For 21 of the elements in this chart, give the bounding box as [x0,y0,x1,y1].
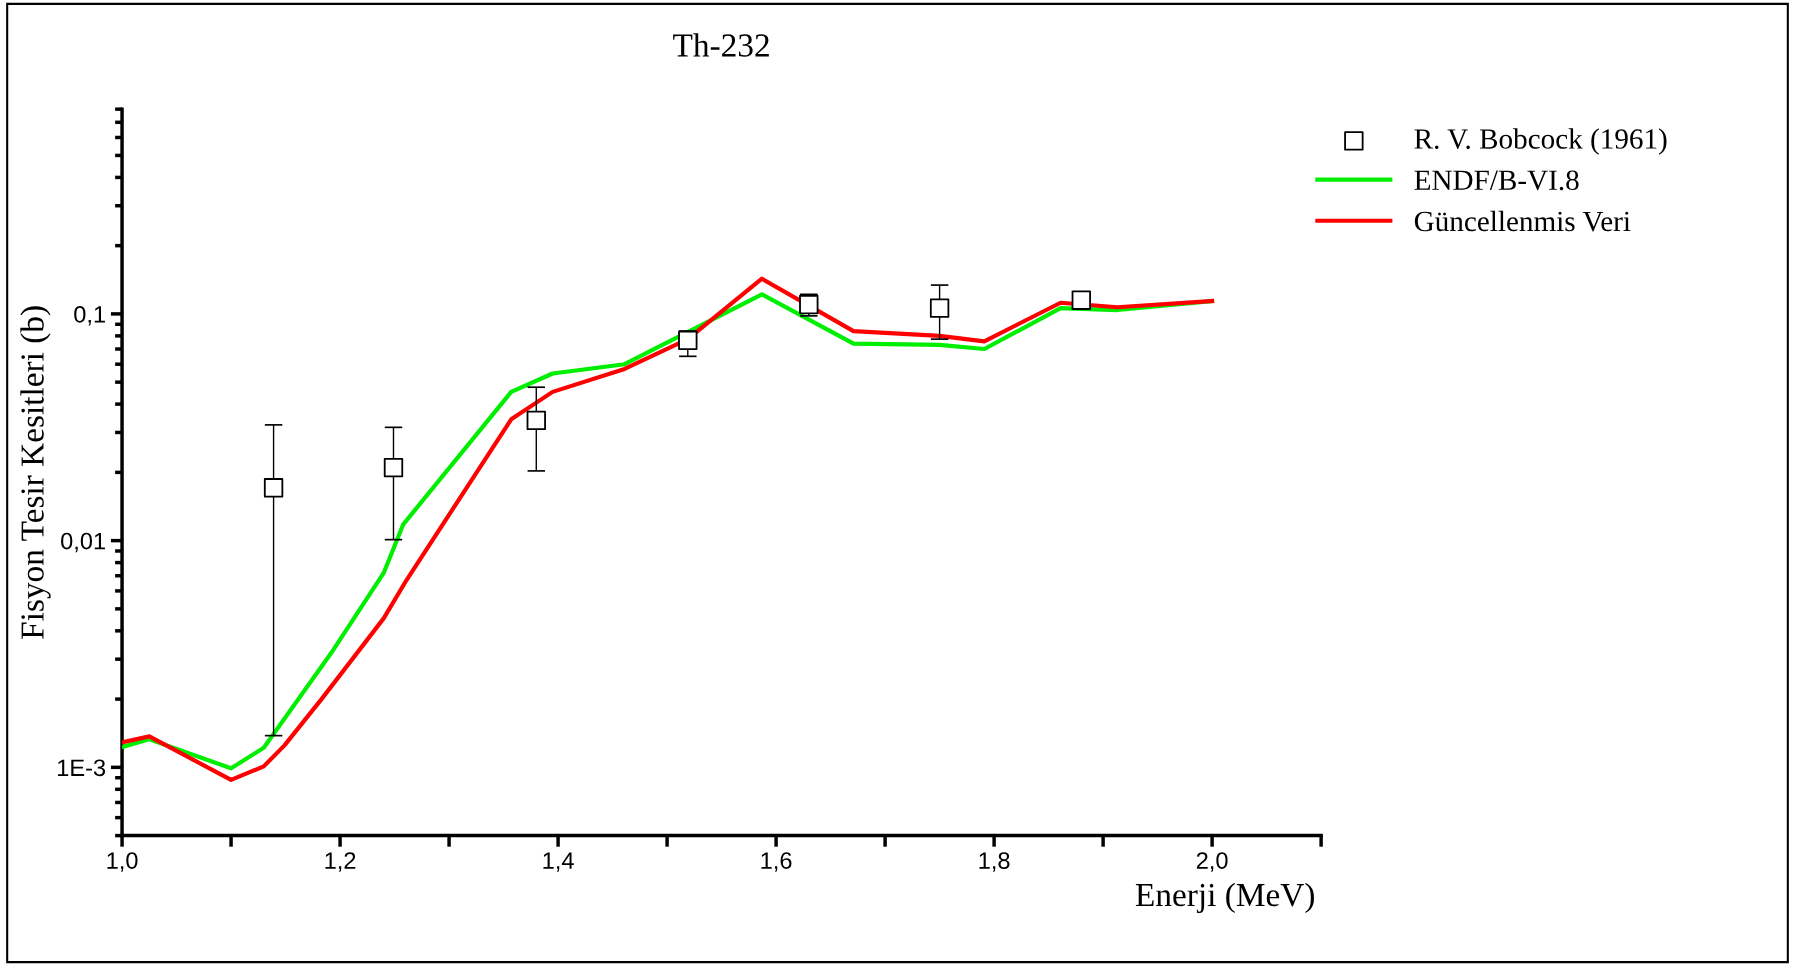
point [1071,290,1091,310]
x-tick-label: 1,4 [543,852,574,872]
legend-label: R. V. Bobcock (1961) [1414,128,1667,155]
x-axis-title: Enerji (MeV) [1135,882,1314,914]
legend-label: ENDF/B-VI.8 [1414,170,1579,191]
x-tick-label: 2,0 [1196,852,1228,872]
chart-title: Th-232 [673,33,769,57]
point [929,298,950,318]
y-axis-title: Fisyon Tesir Kesitleri (b) [20,306,51,639]
y-tick-label: 0,1 [74,305,105,326]
x-tick-label: 1,8 [979,852,1010,872]
point [678,330,698,350]
x-tick-label: 1,6 [761,852,792,872]
y-tick-label: 0,01 [61,532,105,553]
x-tick-label: 1,2 [325,852,356,872]
y-tick-label: 1E-3 [58,759,106,777]
point [263,478,284,498]
legend-label: Güncellenmis Veri [1414,210,1631,232]
point [383,457,404,478]
x-tick-label: 1,0 [107,852,138,872]
point [526,410,546,431]
